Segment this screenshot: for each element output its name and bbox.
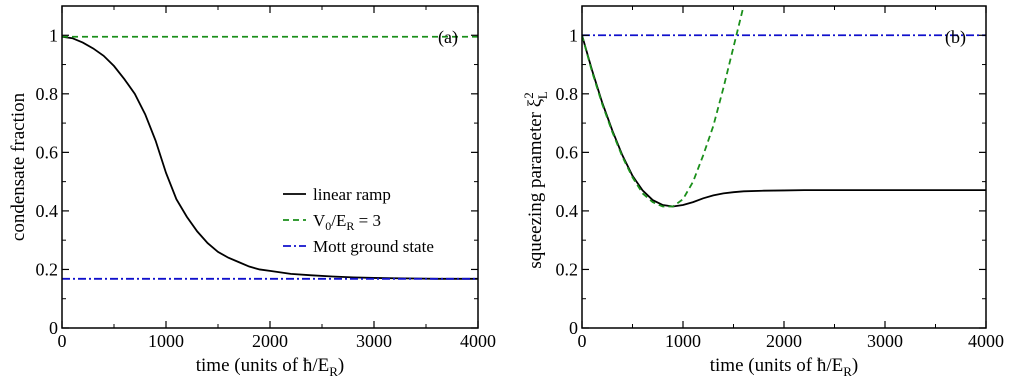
panel-a-x-tick-label-2000: 2000 <box>252 331 288 351</box>
panel-a-y-tick-label-0.8: 0.8 <box>36 84 59 104</box>
panel-b-series-v0-er-3-line <box>582 6 745 208</box>
panel-b-y-tick-label-0.6: 0.6 <box>556 142 579 162</box>
legend-v0-part-subr: R <box>346 219 354 233</box>
panel-a-y-tick-label-1: 1 <box>49 25 58 45</box>
panel-a-x-tick-label-0: 0 <box>58 331 67 351</box>
panel-a-ticks: 0 1000 2000 3000 4000 0 0.2 0.4 0.6 0.8 1 <box>36 6 496 351</box>
panel-b-x-axis-label: time (units of ħ/ER) <box>710 355 859 379</box>
legend-v0-part-sub0: 0 <box>325 219 331 233</box>
panel-b-y-tick-label-0.4: 0.4 <box>556 201 579 221</box>
panel-b-x-axis-label-sub: R <box>843 364 852 379</box>
panel-a-x-tick-label-3000: 3000 <box>356 331 392 351</box>
panel-b-y-axis-label: squeezing parameter ξ2L <box>521 91 550 268</box>
panel-a-x-axis-label-sub: R <box>329 364 338 379</box>
panel-a-y-axis-label: condensate fraction <box>8 92 29 241</box>
panel-b-x-tick-label-0: 0 <box>578 331 587 351</box>
panel-a-series-layer <box>62 35 478 280</box>
panel-a-y-tick-label-0.6: 0.6 <box>36 142 59 162</box>
panel-b-y-tick-label-0: 0 <box>569 318 578 338</box>
panel-a-x-axis-label: time (units of ħ/ER) <box>196 355 345 379</box>
panel-a-x-tick-label-4000: 4000 <box>460 331 496 351</box>
panel-b-x-tick-label-4000: 4000 <box>968 331 1004 351</box>
panel-a-y-tick-label-0: 0 <box>49 318 58 338</box>
panel-b-series-layer <box>582 6 986 208</box>
panel-b-plot-frame <box>581 5 987 329</box>
legend-v0-part-v: V <box>313 211 326 230</box>
panel-b-series-linear-ramp-line <box>582 35 986 208</box>
panel-b-y-axis-label-main: squeezing parameter ξ <box>525 98 546 268</box>
panel-b-y-axis-label-sup: 2 <box>521 92 536 99</box>
legend-label-mott: Mott ground state <box>313 237 434 256</box>
legend: linear ramp V0/ER = 3 Mott ground state <box>283 185 434 256</box>
panel-b-x-tick-label-1000: 1000 <box>665 331 701 351</box>
panel-b-x-tick-label-3000: 3000 <box>867 331 903 351</box>
legend-label-linear-ramp: linear ramp <box>313 185 391 204</box>
panel-a-y-tick-label-0.4: 0.4 <box>36 201 59 221</box>
panel-b-y-axis-label-sub: L <box>535 91 550 99</box>
panel-b-x-axis-label-tail: ) <box>852 355 858 376</box>
panel-b-x-tick-label-2000: 2000 <box>766 331 802 351</box>
panel-b-label: (b) <box>945 27 966 48</box>
legend-label-v0-er: V0/ER = 3 <box>313 211 381 233</box>
panel-a-x-axis-label-main: time (units of ħ/E <box>196 355 330 376</box>
panel-b-ticks: 0 1000 2000 3000 4000 0 0.2 0.4 0.6 0.8 1 <box>556 6 1004 351</box>
legend-v0-part-e: /E <box>331 211 346 230</box>
panel-b-y-tick-label-0.2: 0.2 <box>556 259 579 279</box>
panel-b-y-tick-label-1: 1 <box>569 25 578 45</box>
panel-a-label: (a) <box>438 27 458 48</box>
legend-v0-part-value: = 3 <box>354 211 381 230</box>
panel-a: 0 1000 2000 3000 4000 0 0.2 0.4 0.6 0.8 1 (a) time… <box>8 5 496 379</box>
panel-b-y-tick-label-0.8: 0.8 <box>556 84 579 104</box>
panel-a-x-axis-label-tail: ) <box>338 355 344 376</box>
panel-b-x-axis-label-main: time (units of ħ/E <box>710 355 844 376</box>
panel-a-y-tick-label-0.2: 0.2 <box>36 259 59 279</box>
panel-b: 0 1000 2000 3000 4000 0 0.2 0.4 0.6 0.8 1 (b) time… <box>521 5 1004 379</box>
panel-a-x-tick-label-1000: 1000 <box>148 331 184 351</box>
